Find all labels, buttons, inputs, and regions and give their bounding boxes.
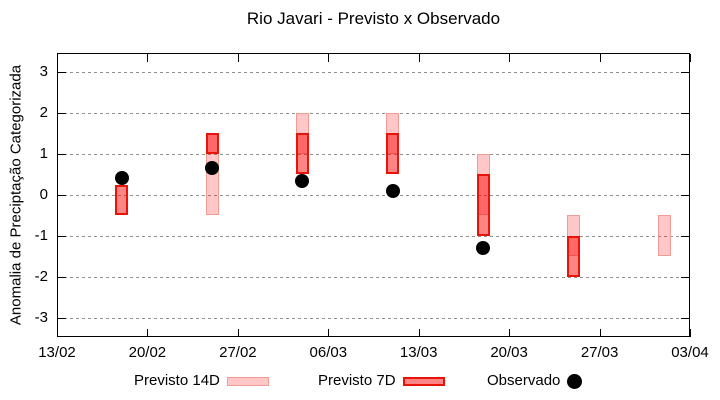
chart-title: Rio Javari - Previsto x Observado xyxy=(246,9,501,28)
legend-label-observado: Observado xyxy=(487,372,561,389)
gridline xyxy=(58,71,689,73)
x-tick-label: 06/03 xyxy=(309,344,348,361)
x-tick-mark xyxy=(237,54,239,62)
forecast-box-7d xyxy=(205,133,219,154)
x-tick-mark xyxy=(509,54,511,62)
forecast-box-7d xyxy=(476,174,490,236)
x-tick-mark xyxy=(599,54,601,62)
y-tick-mark xyxy=(681,317,689,319)
x-tick-mark xyxy=(418,54,420,62)
y-tick-mark xyxy=(681,153,689,155)
x-tick-mark xyxy=(599,329,601,337)
previsto-7d-swatch-icon xyxy=(402,376,445,386)
x-tick-label: 20/03 xyxy=(490,344,528,361)
gridline xyxy=(58,276,689,278)
x-tick-mark xyxy=(690,329,691,337)
y-tick-mark xyxy=(58,112,66,114)
x-tick-mark xyxy=(57,54,58,62)
x-tick-label: 13/02 xyxy=(38,344,76,361)
forecast-box-14d xyxy=(657,215,671,257)
x-tick-mark xyxy=(509,329,511,337)
gridline xyxy=(58,112,689,114)
y-tick-mark xyxy=(681,71,689,73)
forecast-box-7d xyxy=(115,184,129,216)
y-tick-label: 1 xyxy=(39,144,48,162)
y-tick-label: 3 xyxy=(39,62,48,80)
previsto-14d-swatch-icon xyxy=(226,376,269,386)
y-tick-mark xyxy=(58,71,66,73)
x-tick-mark xyxy=(147,54,149,62)
forecast-box-7d xyxy=(386,133,400,175)
observed-point xyxy=(476,241,491,256)
x-tick-mark xyxy=(690,54,691,62)
observed-point xyxy=(385,183,400,198)
y-tick-label: 0 xyxy=(39,185,48,203)
legend-item-previsto-7d: Previsto 7D xyxy=(318,372,445,390)
y-tick-label: -2 xyxy=(34,267,48,285)
x-tick-label: 27/02 xyxy=(219,344,257,361)
y-tick-label: -3 xyxy=(34,308,48,326)
x-tick-label: 13/03 xyxy=(399,344,438,361)
y-tick-mark xyxy=(58,194,66,196)
x-tick-mark xyxy=(418,329,420,337)
y-tick-label: -1 xyxy=(34,226,48,244)
y-tick-mark xyxy=(58,153,66,155)
y-tick-mark xyxy=(681,112,689,114)
x-tick-mark xyxy=(147,329,149,337)
gridline xyxy=(58,317,689,319)
x-tick-label: 03/04 xyxy=(671,344,709,361)
observed-point xyxy=(205,161,219,176)
x-tick-label: 20/02 xyxy=(128,344,167,361)
x-tick-mark xyxy=(328,54,330,62)
y-tick-mark xyxy=(58,235,66,237)
forecast-box-7d xyxy=(295,133,309,175)
x-tick-mark xyxy=(328,329,330,337)
gridline xyxy=(58,153,689,155)
x-tick-mark xyxy=(237,329,239,337)
gridline xyxy=(58,194,689,196)
y-tick-mark xyxy=(58,317,66,319)
x-tick-label: 27/03 xyxy=(580,344,619,361)
legend-item-observado: Observado xyxy=(487,372,583,390)
observado-dot-icon xyxy=(567,373,583,389)
x-tick-mark xyxy=(57,329,58,337)
forecast-box-7d xyxy=(567,235,581,277)
legend-item-previsto-14d: Previsto 14D xyxy=(134,372,269,390)
y-tick-mark xyxy=(681,194,689,196)
plot-frame xyxy=(57,53,690,337)
legend-label-previsto-14d: Previsto 14D xyxy=(134,372,220,389)
y-tick-mark xyxy=(58,276,66,278)
y-tick-mark xyxy=(681,276,689,278)
observed-point xyxy=(114,171,129,186)
legend-label-previsto-7d: Previsto 7D xyxy=(318,372,396,389)
observed-point xyxy=(295,173,310,188)
y-tick-mark xyxy=(681,235,689,237)
y-tick-label: 2 xyxy=(39,103,48,121)
gridline xyxy=(58,235,689,237)
